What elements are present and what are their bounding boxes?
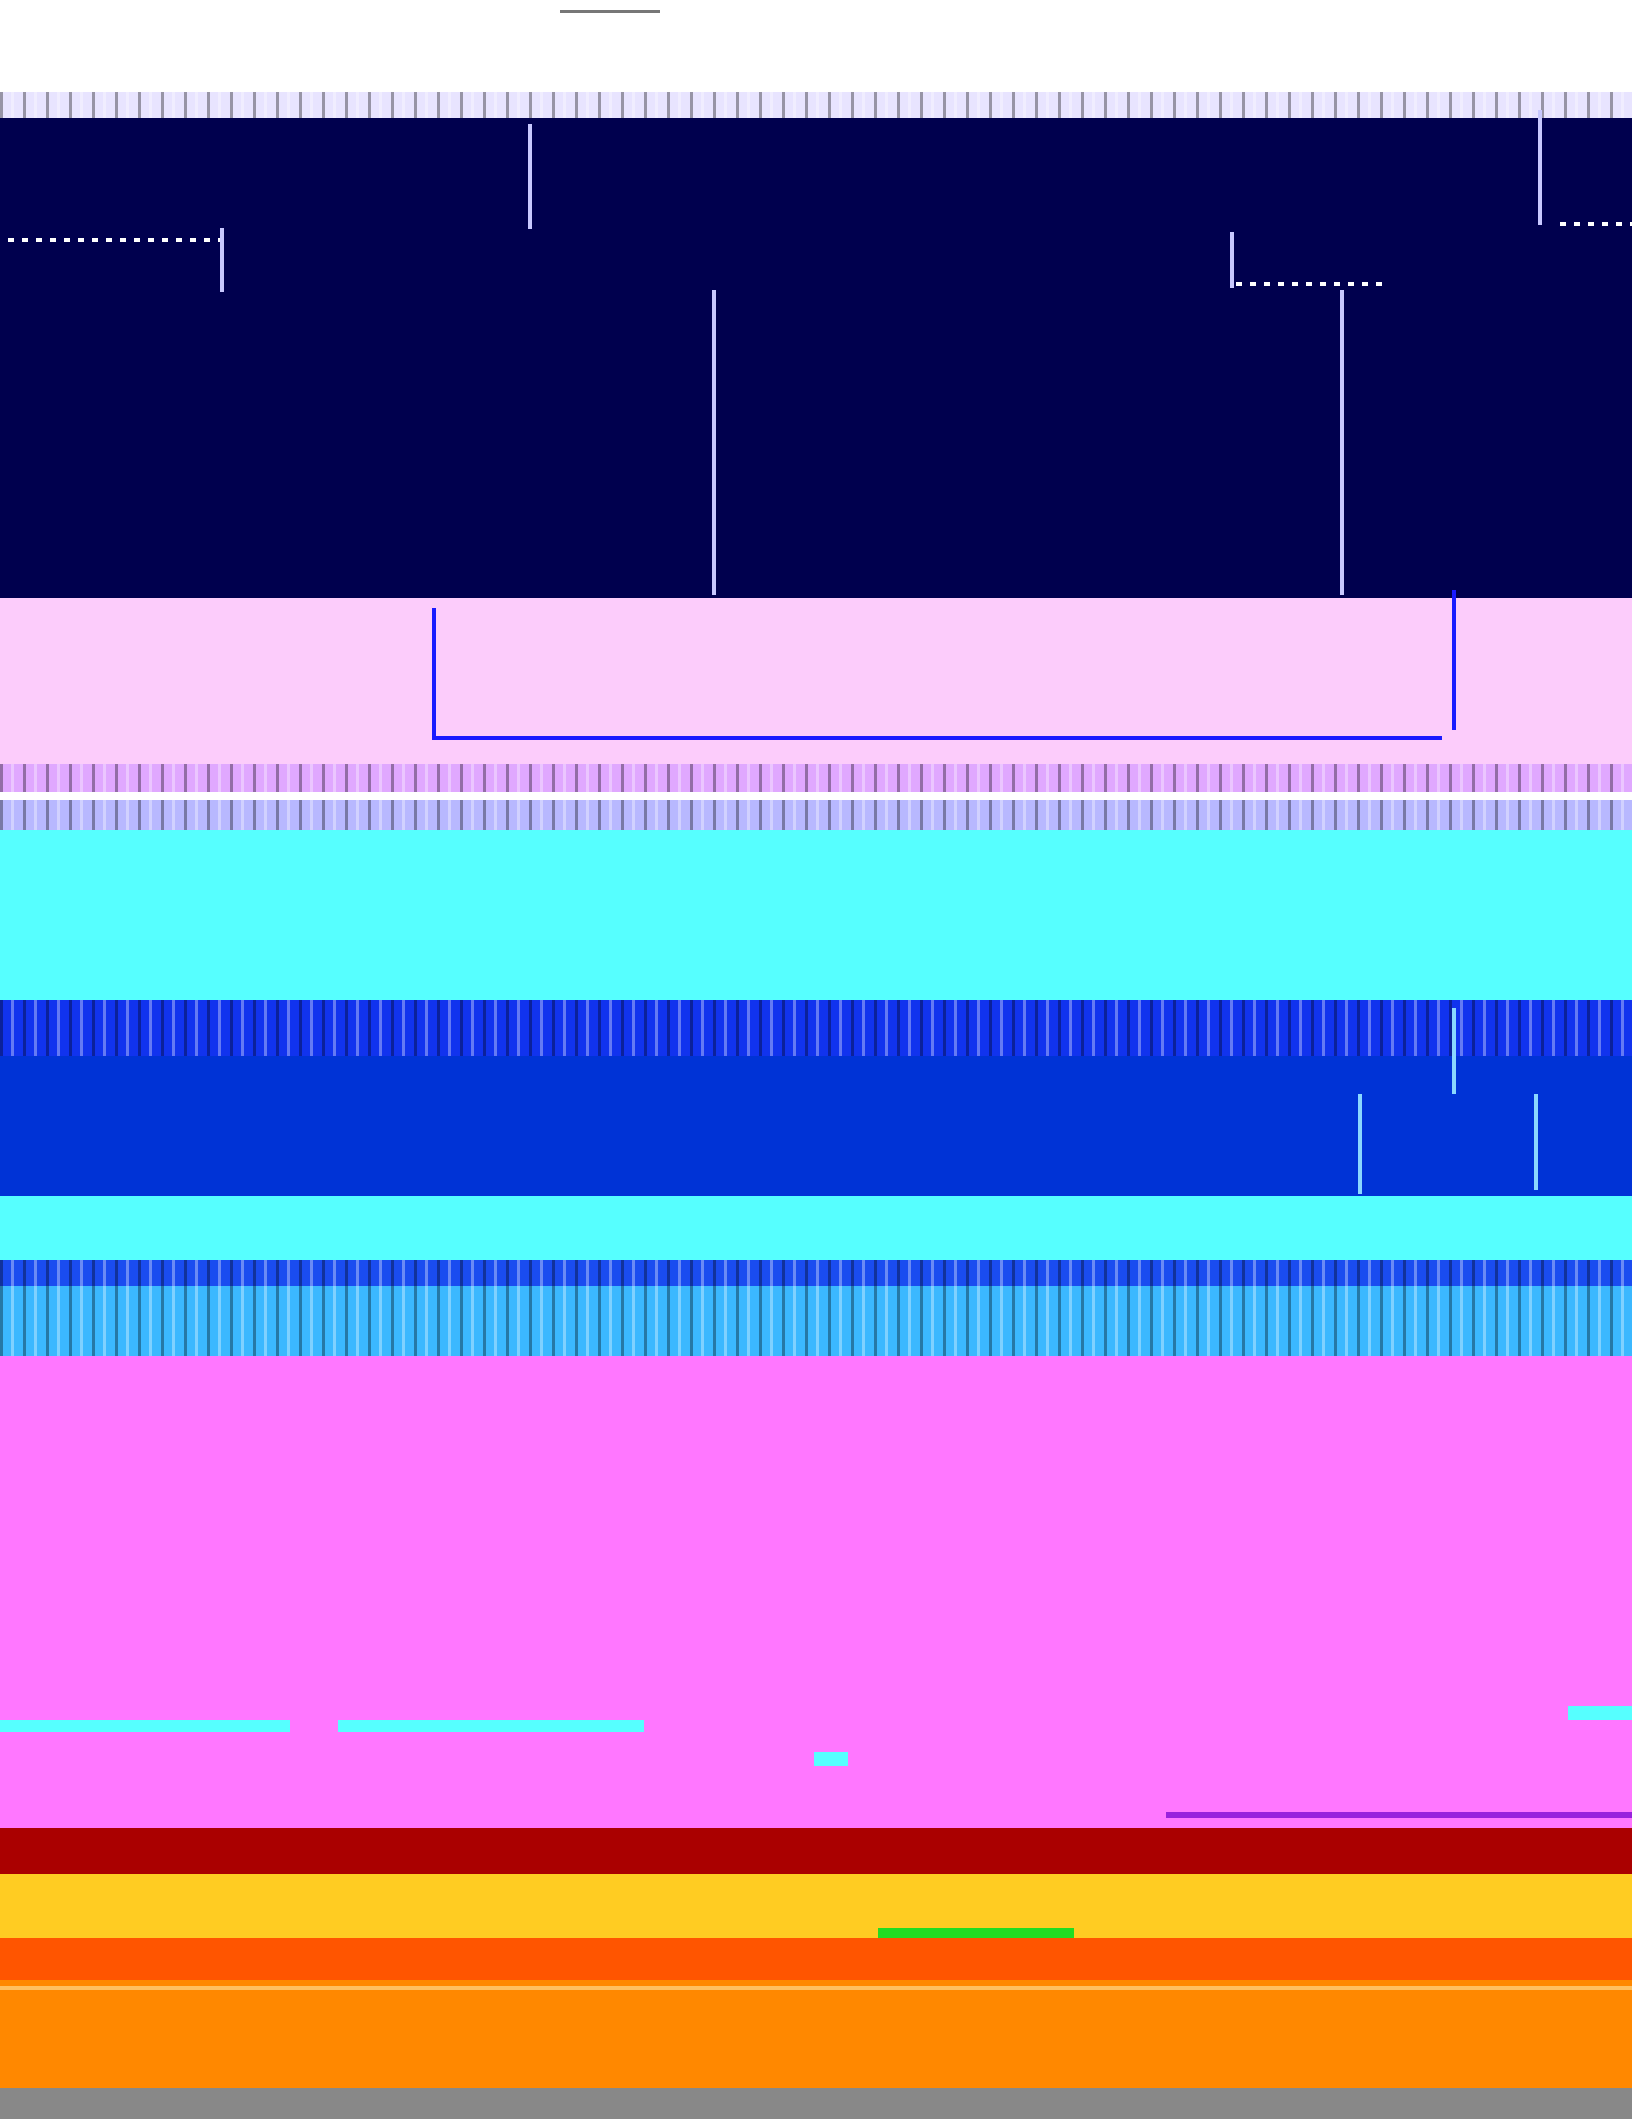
magenta-cyan-bar-2 — [338, 1720, 644, 1732]
pink-noise-row-1 — [0, 764, 1632, 792]
cyan-block-2 — [0, 1196, 1632, 1260]
magenta-cyan-square — [814, 1752, 848, 1766]
cyan-blue-noise-row — [0, 1286, 1632, 1356]
pink-baseline — [432, 736, 1442, 740]
pink-band — [0, 598, 1632, 770]
navy-dots-mid — [1236, 282, 1386, 286]
pink-divider-left — [432, 608, 436, 740]
navy-divider-4 — [1230, 232, 1234, 288]
navy-divider-1 — [528, 124, 532, 229]
dark-red-band — [0, 1828, 1632, 1874]
blue-divider-2 — [1358, 1094, 1362, 1194]
navy-dots-right — [1560, 222, 1632, 226]
navy-divider-6 — [1340, 290, 1344, 595]
top-noise-row — [0, 92, 1632, 118]
navy-block — [0, 118, 1632, 598]
magenta-cyan-bar-3 — [1568, 1706, 1632, 1720]
magenta-cyan-bar-1 — [0, 1720, 290, 1732]
bottom-gray-band — [0, 2088, 1632, 2119]
orange-red-band — [0, 1938, 1632, 1980]
navy-divider-2 — [1538, 110, 1542, 225]
top-white-band — [0, 0, 1632, 92]
blue-divider-3 — [1534, 1094, 1538, 1190]
navy-divider-3 — [220, 228, 224, 292]
blue-band — [0, 1056, 1632, 1196]
navy-dots-left — [8, 238, 220, 242]
cyan-noise-row — [0, 1260, 1632, 1286]
navy-divider-5 — [712, 290, 716, 595]
pink-divider-right — [1452, 590, 1456, 730]
blue-divider-1 — [1452, 1008, 1456, 1094]
top-gray-dash — [560, 10, 660, 13]
magenta-block — [0, 1356, 1632, 1828]
orange-light-line — [0, 1986, 1632, 1990]
magenta-purple-line — [1166, 1812, 1632, 1818]
orange-band — [0, 1980, 1632, 2088]
blue-noise-row — [0, 1000, 1632, 1056]
yellow-band — [0, 1874, 1632, 1938]
cyan-block-1 — [0, 830, 1632, 1000]
pink-noise-row-2 — [0, 800, 1632, 830]
